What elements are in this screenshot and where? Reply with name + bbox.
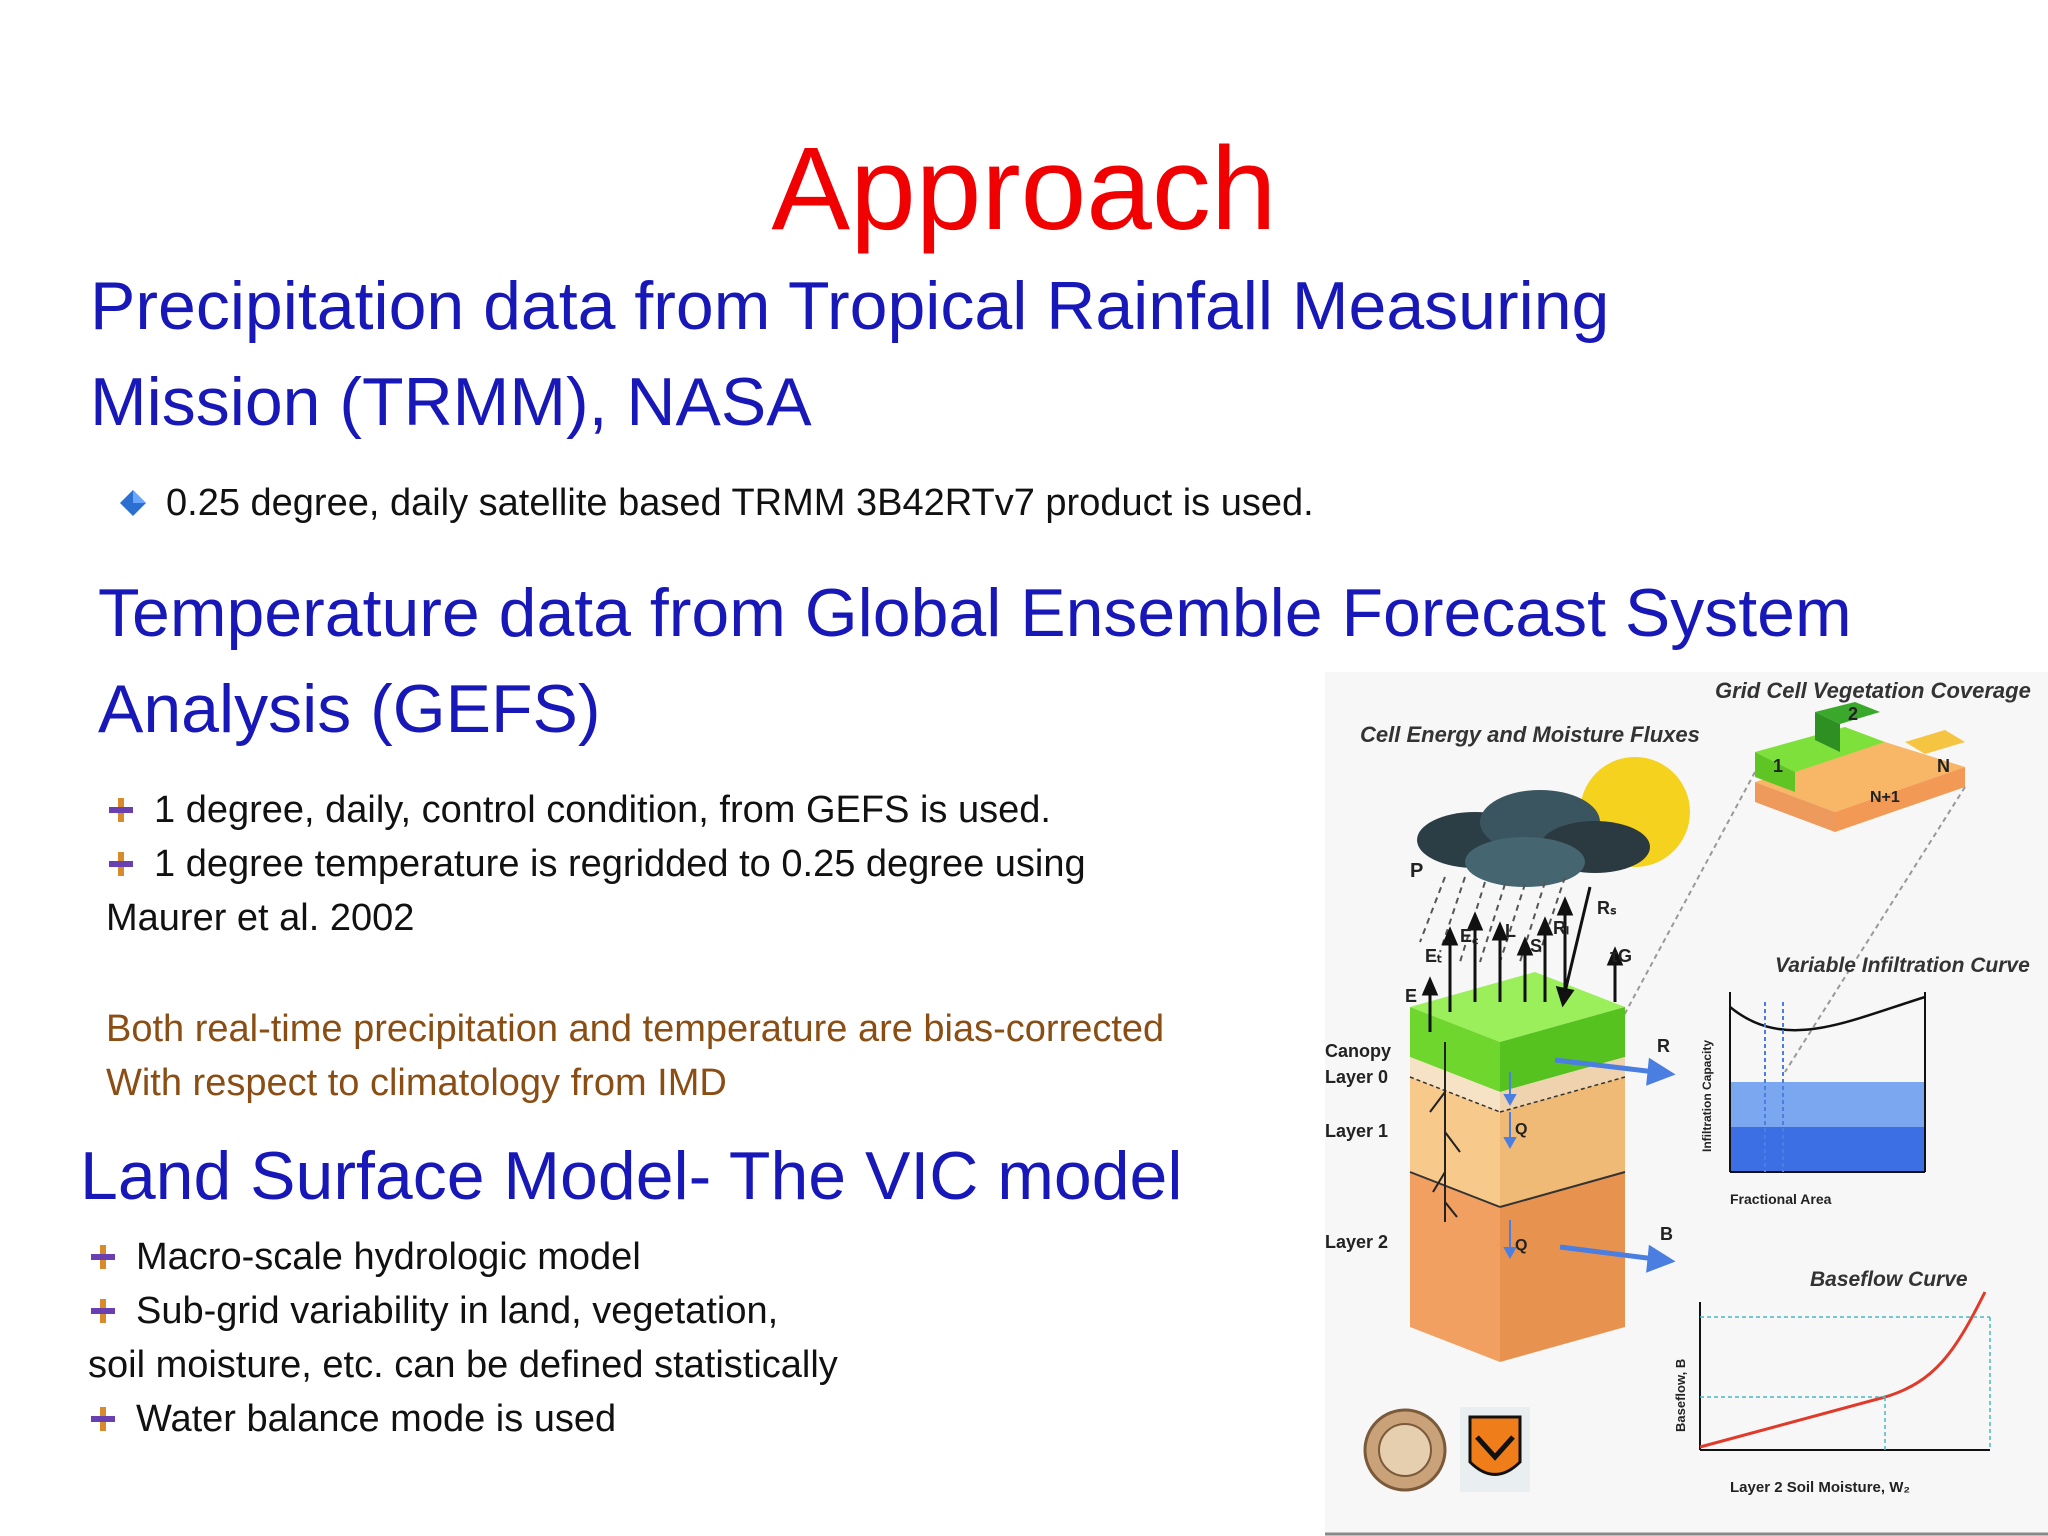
temp-heading-line2: Analysis (GEFS)	[98, 671, 601, 747]
blue-diamond-bullet-icon	[120, 490, 146, 516]
bias-note-line2: With respect to climatology from IMD	[106, 1062, 727, 1104]
flux-l-label: L	[1505, 921, 1516, 941]
lsm-bullets: Macro-scale hydrologic model Sub-grid va…	[88, 1230, 838, 1446]
infil-xlabel: Fractional Area	[1730, 1191, 1832, 1207]
bias-correction-note: Both real-time precipitation and tempera…	[106, 1002, 1164, 1110]
temp-bullet-1: 1 degree, daily, control condition, from…	[106, 783, 1086, 837]
infiltration-title: Variable Infiltration Curve	[1775, 954, 2030, 977]
veg-label-1: 1	[1773, 756, 1783, 776]
flux-q-label-2: Q	[1515, 1237, 1527, 1254]
lsm-heading: Land Surface Model- The VIC model	[80, 1138, 1183, 1214]
baseflow-chart	[1699, 1291, 1991, 1451]
flux-e-label: E	[1405, 986, 1417, 1006]
slide-title: Approach	[771, 123, 1277, 255]
layer-canopy-label: Canopy	[1325, 1041, 1391, 1061]
temp-bullet-1-text: 1 degree, daily, control condition, from…	[154, 789, 1051, 831]
veg-label-n1: N+1	[1870, 789, 1900, 806]
cloud-icon	[1417, 790, 1650, 887]
vegetation-tiles	[1755, 702, 1965, 832]
cross-bullet-icon	[91, 1407, 115, 1431]
precip-heading-line1: Precipitation data from Tropical Rainfal…	[90, 268, 1610, 344]
lsm-bullet-2-text: Sub-grid variability in land, vegetation…	[136, 1290, 779, 1332]
lsm-bullet-1-text: Macro-scale hydrologic model	[136, 1236, 641, 1278]
baseflow-title: Baseflow Curve	[1810, 1268, 1968, 1291]
flux-p-label: P	[1410, 860, 1423, 882]
precip-heading-line2: Mission (TRMM), NASA	[90, 364, 812, 440]
lsm-bullet-3-text: Water balance mode is used	[136, 1398, 617, 1440]
lsm-bullet-3: Water balance mode is used	[88, 1392, 838, 1446]
temp-bullet-2: 1 degree temperature is regridded to 0.2…	[106, 837, 1086, 891]
lsm-bullet-1: Macro-scale hydrologic model	[88, 1230, 838, 1284]
infil-ylabel: Infiltration Capacity	[1700, 1040, 1714, 1152]
flux-et-label: Eₜ	[1425, 946, 1442, 966]
flux-tg-label: τG	[1610, 946, 1632, 966]
temp-bullet-2-text: 1 degree temperature is regridded to 0.2…	[154, 843, 1086, 885]
flux-rl-label: Rₗ	[1553, 918, 1569, 938]
temp-heading: Temperature data from Global Ensemble Fo…	[98, 565, 1852, 757]
precip-heading: Precipitation data from Tropical Rainfal…	[90, 258, 1609, 450]
lsm-bullet-2-cont: soil moisture, etc. can be defined stati…	[88, 1344, 838, 1386]
flux-arrows	[1421, 886, 1624, 1032]
infiltration-arrows	[1503, 1072, 1517, 1260]
layer-2-label: Layer 2	[1325, 1232, 1388, 1252]
flux-rs-label: Rₛ	[1597, 898, 1617, 918]
infiltration-chart	[1729, 992, 1926, 1173]
precip-bullet-1-text: 0.25 degree, daily satellite based TRMM …	[166, 482, 1314, 524]
baseflow-xlabel: Layer 2 Soil Moisture, W₂	[1730, 1479, 1910, 1496]
cross-bullet-icon	[109, 798, 133, 822]
flux-b-label: B	[1660, 1224, 1673, 1244]
fluxes-title: Cell Energy and Moisture Fluxes	[1360, 722, 1700, 747]
layer-0-label: Layer 0	[1325, 1067, 1388, 1087]
flux-q-label-1: Q	[1515, 1121, 1527, 1138]
bias-note-line1: Both real-time precipitation and tempera…	[106, 1008, 1165, 1050]
cross-bullet-icon	[91, 1299, 115, 1323]
soil-column	[1409, 972, 1626, 1362]
cross-bullet-icon	[91, 1245, 115, 1269]
lsm-bullet-2: Sub-grid variability in land, vegetation…	[88, 1284, 838, 1338]
baseflow-ylabel: Baseflow, B	[1673, 1359, 1688, 1432]
temp-heading-line1: Temperature data from Global Ensemble Fo…	[98, 575, 1852, 651]
flux-s-label: S	[1530, 936, 1542, 956]
veg-label-2: 2	[1848, 704, 1858, 724]
grid-cell-title: Grid Cell Vegetation Coverage	[1715, 678, 2031, 703]
temp-bullet-2-cont: Maurer et al. 2002	[106, 897, 415, 939]
layer-1-label: Layer 1	[1325, 1121, 1388, 1141]
cross-bullet-icon	[109, 852, 133, 876]
temp-bullets: 1 degree, daily, control condition, from…	[106, 783, 1086, 945]
runoff-arrows	[1554, 1057, 1676, 1273]
princeton-shield-logo	[1460, 1407, 1530, 1492]
university-seal-logo	[1363, 1408, 1447, 1492]
precip-bullet-1: 0.25 degree, daily satellite based TRMM …	[118, 476, 1314, 530]
flux-r-label: R	[1657, 1036, 1670, 1056]
veg-label-n: N	[1937, 756, 1950, 776]
flux-ec-label: E꜀	[1460, 926, 1478, 946]
vic-model-diagram: Grid Cell Vegetation Coverage 2 1 N N+1 …	[1325, 672, 2048, 1536]
root-lines	[1429, 1042, 1461, 1222]
